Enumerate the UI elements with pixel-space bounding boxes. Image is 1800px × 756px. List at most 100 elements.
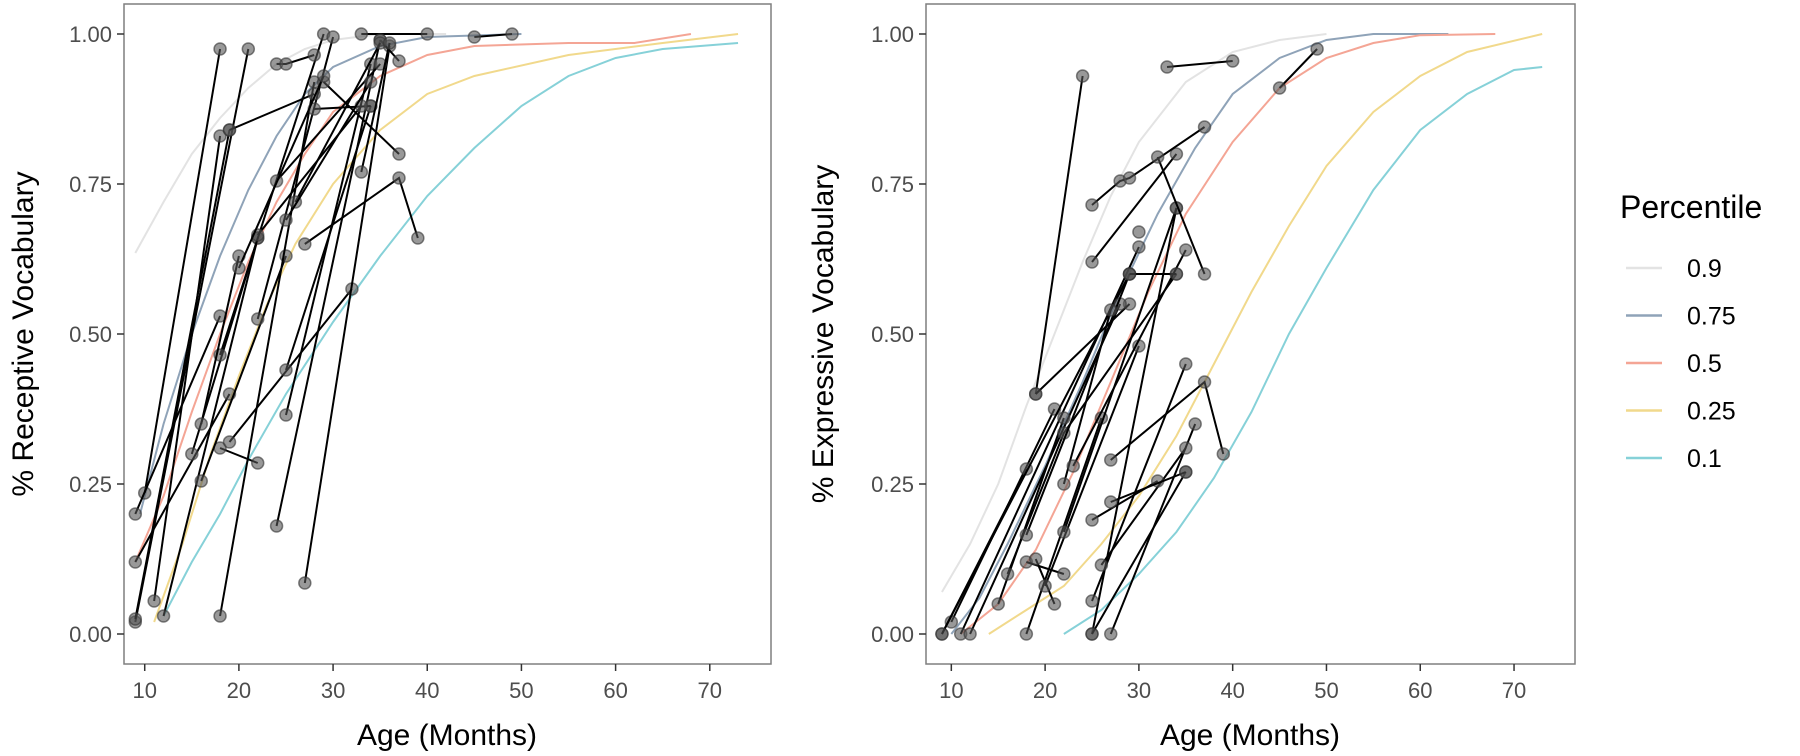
receptive-x-tick-label: 20 (227, 678, 251, 703)
expressive-data-point (1057, 525, 1071, 539)
expressive-subject-line (1072, 249, 1187, 467)
receptive-subject-line (219, 81, 316, 617)
receptive-data-point (307, 48, 321, 62)
receptive-subject-line (275, 63, 381, 182)
expressive-curve-p01 (1063, 66, 1543, 635)
receptive-data-point (232, 261, 246, 275)
expressive-data-point (1160, 60, 1174, 74)
expressive-subject-line (1166, 60, 1233, 68)
expressive-subject-line (1062, 207, 1178, 533)
expressive-data-point (1179, 465, 1193, 479)
receptive-x-tick-label: 10 (132, 678, 156, 703)
receptive-data-point (279, 213, 293, 227)
expressive-data-point (1057, 411, 1071, 425)
receptive-data-point (128, 555, 143, 569)
receptive-data-point (354, 27, 369, 41)
receptive-data-point (279, 408, 293, 422)
legend: Percentile 0.9 0.75 0.5 0.25 0.1 (1620, 189, 1762, 473)
expressive-subject-line (1091, 471, 1187, 635)
expressive-subject-line (1278, 48, 1318, 89)
receptive-data-point (326, 30, 340, 44)
expressive-data-point (1150, 150, 1165, 164)
receptive-curve-p01 (162, 42, 739, 617)
expressive-subject-trajectories (935, 42, 1324, 641)
receptive-data-point (241, 42, 256, 56)
expressive-curve-p05 (960, 33, 1496, 635)
receptive-subject-line (294, 42, 382, 203)
expressive-data-point (1104, 495, 1118, 509)
expressive-data-point (1085, 594, 1099, 608)
receptive-data-point (316, 69, 331, 83)
expressive-x-axis-title: Age (Months) (1160, 719, 1340, 752)
expressive-y-tick-label: 0.75 (871, 172, 914, 197)
receptive-subject-line (200, 255, 287, 482)
expressive-x-tick-label: 20 (1033, 678, 1057, 703)
receptive-data-point (213, 129, 227, 143)
receptive-data-point (250, 456, 265, 470)
expressive-data-point (1225, 54, 1240, 68)
receptive-data-point (222, 123, 237, 137)
expressive-subject-line (1109, 423, 1197, 635)
legend-item: 0.25 (1626, 398, 1736, 426)
receptive-data-point (411, 231, 425, 245)
receptive-subject-line (143, 48, 222, 494)
expressive-subject-line (1100, 447, 1187, 566)
expressive-data-point (1179, 357, 1193, 371)
receptive-y-axis-title: % Receptive Vocabulary (7, 171, 40, 496)
expressive-subject-line (1091, 153, 1178, 263)
receptive-data-point (363, 75, 378, 89)
receptive-subject-line (229, 93, 315, 131)
receptive-y-tick-label: 1.00 (69, 22, 112, 47)
expressive-x-tick-label: 40 (1220, 678, 1244, 703)
expressive-data-point (1122, 171, 1137, 185)
receptive-data-point (354, 165, 369, 179)
legend-item: 0.1 (1626, 445, 1722, 473)
receptive-subject-line (134, 129, 231, 620)
expressive-data-point (1132, 225, 1146, 239)
receptive-subject-line (219, 447, 259, 464)
expressive-data-point (1085, 255, 1099, 269)
receptive-x-tick-label: 70 (698, 678, 722, 703)
receptive-data-point (147, 594, 161, 608)
expressive-curve-p025 (988, 33, 1543, 635)
expressive-y-tick-label: 0.00 (871, 622, 914, 647)
expressive-data-point (1094, 558, 1109, 572)
receptive-data-point (505, 27, 519, 41)
receptive-data-point (250, 312, 265, 326)
expressive-data-point (1028, 552, 1043, 566)
expressive-panel: 10 20 30 40 50 60 70 0.00 0.25 0.50 0.75 1.00 Age (… (807, 3, 1576, 752)
expressive-data-point (935, 627, 949, 641)
expressive-data-point (1085, 627, 1099, 641)
legend-label: 0.5 (1687, 350, 1722, 378)
expressive-data-point (963, 627, 977, 641)
receptive-x-tick-label: 60 (603, 678, 627, 703)
receptive-data-point (467, 30, 482, 44)
expressive-subject-line (1156, 156, 1206, 275)
expressive-data-point (1085, 198, 1099, 212)
expressive-data-point (1104, 303, 1118, 317)
receptive-axes-ticks: 10 20 30 40 50 60 70 0.00 0.25 0.50 0.75 1.00 (69, 22, 722, 703)
expressive-data-point (1000, 567, 1015, 581)
expressive-data-point (1047, 597, 1062, 611)
receptive-subject-line (153, 135, 222, 602)
receptive-data-point (373, 57, 387, 71)
expressive-x-tick-label: 10 (939, 678, 963, 703)
receptive-data-point (382, 36, 397, 50)
receptive-data-point (213, 42, 227, 56)
receptive-data-point (392, 147, 406, 161)
receptive-data-point (392, 171, 406, 185)
expressive-subject-line (1110, 471, 1187, 503)
expressive-x-tick-label: 70 (1502, 678, 1526, 703)
expressive-subject-line (1034, 75, 1084, 395)
receptive-y-tick-label: 0.25 (69, 472, 112, 497)
receptive-subject-line (134, 393, 231, 563)
expressive-x-tick-label: 50 (1314, 678, 1338, 703)
expressive-data-point (1085, 513, 1099, 527)
receptive-y-tick-label: 0.75 (69, 172, 112, 197)
expressive-data-point (1075, 69, 1090, 83)
expressive-data-point (1066, 459, 1080, 473)
receptive-data-point (156, 609, 171, 623)
expressive-data-point (1104, 627, 1118, 641)
receptive-subject-line (275, 39, 382, 527)
receptive-subject-line (322, 81, 400, 155)
